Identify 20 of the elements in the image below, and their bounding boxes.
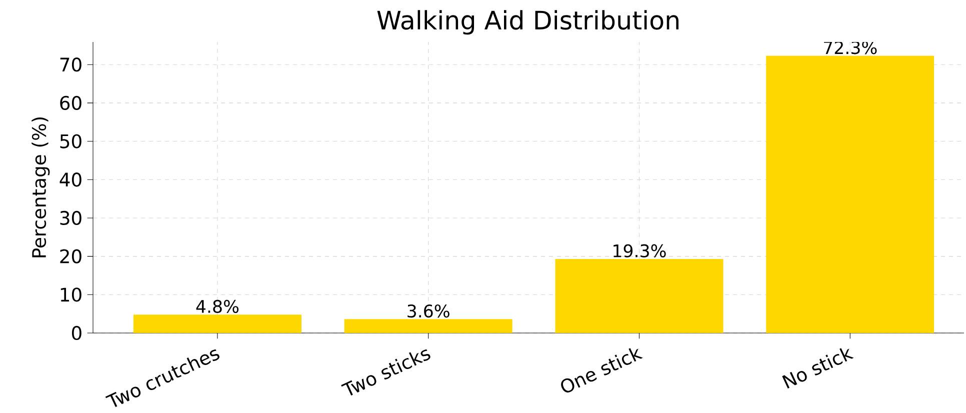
y-axis-title: Percentage (%) — [32, 117, 50, 258]
y-tick-label: 0 — [72, 326, 82, 340]
x-tick-label: Two sticks — [341, 349, 430, 396]
x-tick-label: No stick — [782, 348, 854, 389]
bar — [555, 258, 724, 333]
y-tick-label: 70 — [60, 58, 82, 72]
y-tick-label: 20 — [60, 249, 82, 264]
data-label: 4.8% — [196, 300, 238, 313]
bar — [344, 319, 512, 333]
chart-title: Walking Aid Distribution — [377, 10, 678, 35]
data-label: 19.3% — [614, 244, 666, 258]
y-tick-label: 10 — [60, 288, 82, 302]
data-label: 3.6% — [408, 304, 450, 318]
y-tick-label: 50 — [60, 134, 82, 148]
y-tick-label: 40 — [60, 172, 82, 187]
x-tick-label: One stick — [561, 348, 643, 392]
bar — [133, 314, 302, 333]
y-tick-label: 30 — [60, 210, 82, 226]
y-tick-label: 60 — [60, 96, 82, 110]
bar — [766, 56, 934, 333]
